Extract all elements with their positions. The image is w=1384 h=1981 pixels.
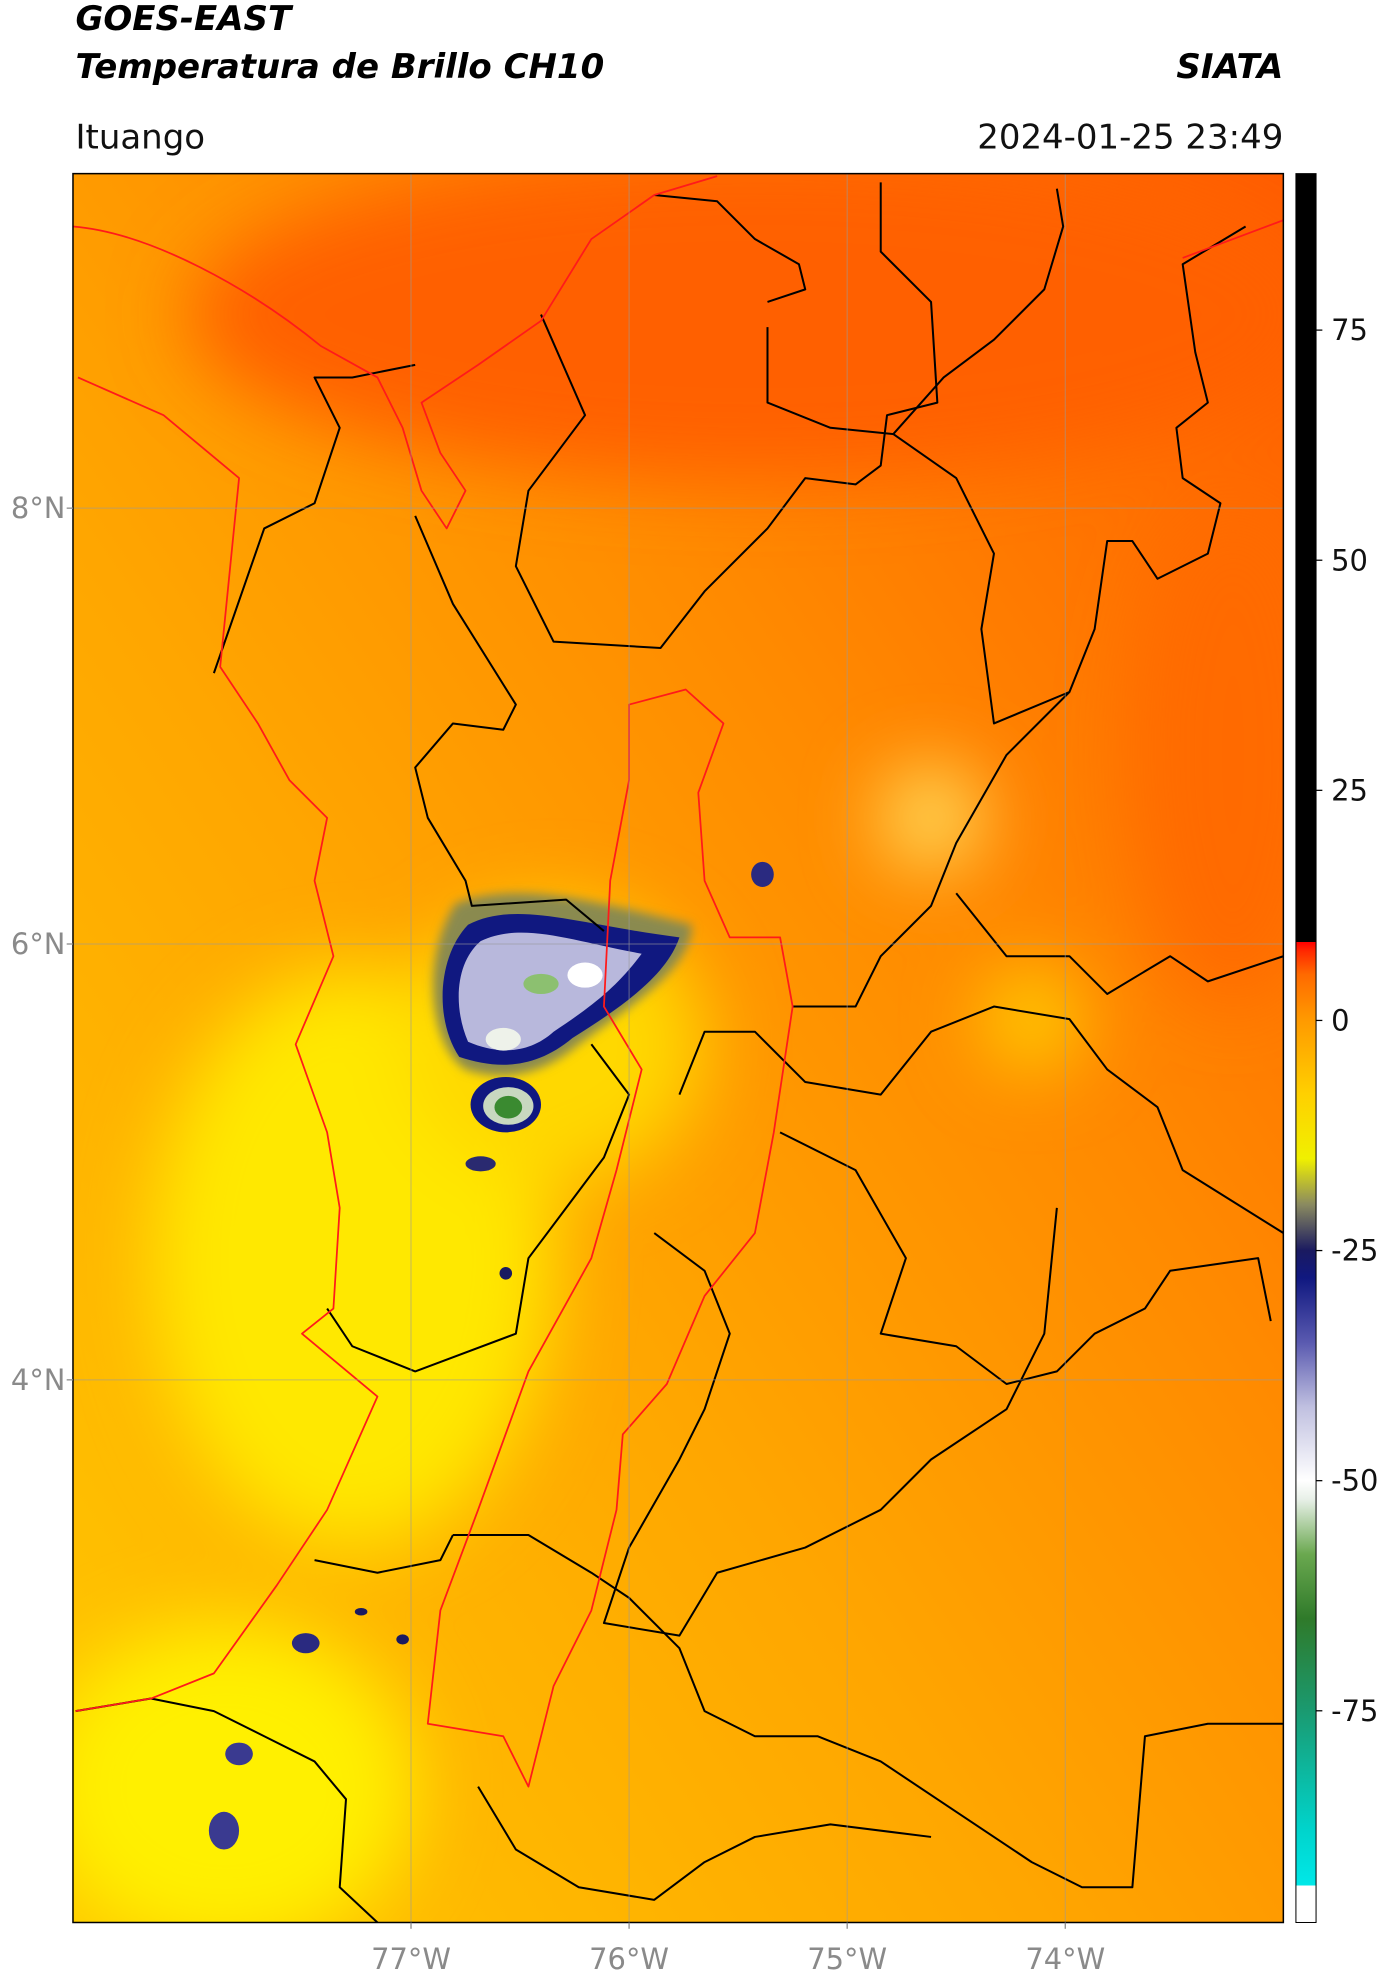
cloud-tops xyxy=(208,861,774,1850)
map-area xyxy=(72,173,1284,1923)
colorbar-tick-label: 25 xyxy=(1331,773,1368,807)
colorbar-tick-label: 50 xyxy=(1331,543,1368,577)
coastline xyxy=(72,175,1284,1788)
graticule xyxy=(72,173,1284,1923)
y-tick-label: 8°N xyxy=(11,491,66,525)
colorbar-tick-label: 0 xyxy=(1331,1004,1349,1038)
location: Ituango xyxy=(75,117,205,157)
y-tick-label: 4°N xyxy=(11,1363,66,1397)
title: GOES-EAST xyxy=(75,0,293,39)
x-tick-label: 76°W xyxy=(589,1942,669,1976)
colorbar-tick-label: -75 xyxy=(1331,1694,1378,1728)
colorbar xyxy=(1295,173,1317,1923)
axes: 77°W 76°W 75°W 74°W 8°N 6°N 4°N 75 50 25 0 -25 -50 -7… xyxy=(11,313,1378,1976)
x-tick-label: 74°W xyxy=(1025,1942,1105,1976)
x-tick-label: 75°W xyxy=(807,1942,887,1976)
colorbar-tick-label: -50 xyxy=(1331,1464,1378,1498)
colorbar-tick-label: 75 xyxy=(1331,313,1368,347)
datetime: 2024-01-25 23:49 xyxy=(977,117,1283,157)
x-tick-label: 77°W xyxy=(371,1942,451,1976)
borders xyxy=(75,182,1284,1923)
map-frame xyxy=(72,172,1285,1924)
y-tick-label: 6°N xyxy=(11,927,66,961)
subtitle: Temperatura de Brillo CH10 xyxy=(75,47,604,87)
colorbar-tick-label: -25 xyxy=(1331,1234,1378,1268)
source: SIATA xyxy=(1176,47,1283,87)
